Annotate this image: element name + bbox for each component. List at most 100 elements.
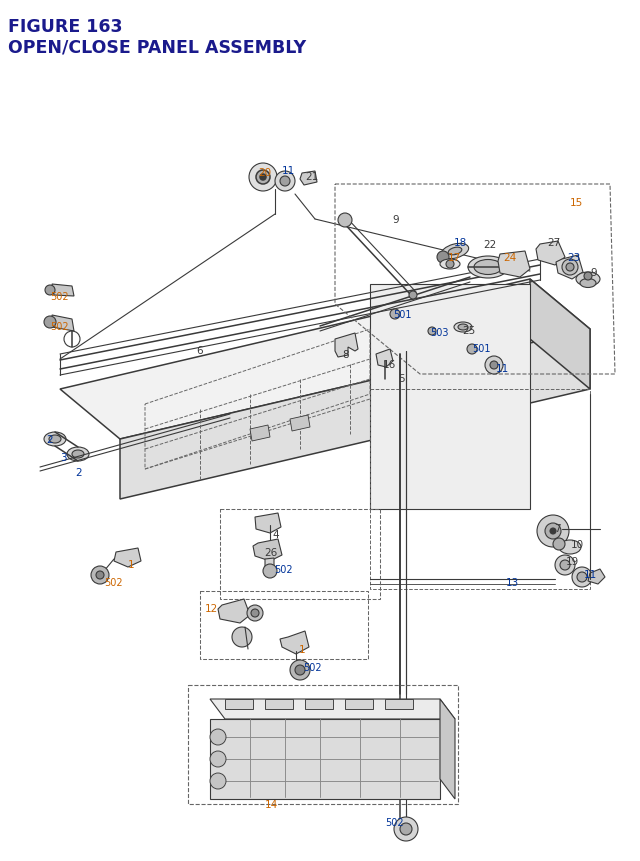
Circle shape	[490, 362, 498, 369]
Circle shape	[251, 610, 259, 617]
Polygon shape	[60, 280, 590, 439]
Ellipse shape	[440, 260, 460, 269]
Text: 17: 17	[448, 253, 461, 263]
Polygon shape	[370, 285, 530, 510]
Circle shape	[446, 261, 454, 269]
Polygon shape	[530, 280, 590, 389]
Polygon shape	[52, 316, 74, 331]
Polygon shape	[210, 719, 440, 799]
Ellipse shape	[442, 244, 468, 259]
Polygon shape	[255, 513, 281, 533]
Polygon shape	[376, 350, 393, 368]
Polygon shape	[588, 569, 605, 585]
Ellipse shape	[448, 248, 462, 256]
Circle shape	[560, 561, 570, 570]
Text: 4: 4	[272, 530, 278, 539]
Text: 18: 18	[454, 238, 467, 248]
Text: 10: 10	[571, 539, 584, 549]
Text: 14: 14	[265, 799, 278, 809]
Polygon shape	[345, 699, 373, 709]
Text: 3: 3	[60, 453, 67, 462]
Text: 7: 7	[554, 523, 561, 533]
Ellipse shape	[67, 448, 89, 461]
Circle shape	[210, 729, 226, 745]
Circle shape	[210, 773, 226, 789]
Circle shape	[577, 573, 587, 582]
Text: 501: 501	[472, 344, 490, 354]
Circle shape	[295, 666, 305, 675]
Polygon shape	[536, 242, 565, 266]
Text: 501: 501	[393, 310, 412, 319]
Text: 27: 27	[547, 238, 560, 248]
Text: 25: 25	[462, 325, 476, 336]
Text: 503: 503	[430, 328, 449, 338]
Text: 11: 11	[496, 363, 509, 374]
Polygon shape	[120, 330, 590, 499]
Polygon shape	[253, 539, 282, 561]
Circle shape	[555, 555, 575, 575]
Ellipse shape	[49, 436, 61, 443]
Text: 502: 502	[385, 817, 404, 827]
Text: 9: 9	[392, 214, 399, 225]
Ellipse shape	[559, 541, 581, 554]
Circle shape	[338, 214, 352, 228]
Polygon shape	[556, 256, 583, 280]
Text: 15: 15	[570, 198, 583, 208]
Ellipse shape	[458, 325, 468, 331]
Ellipse shape	[44, 432, 66, 447]
Circle shape	[584, 273, 592, 281]
Text: 6: 6	[196, 345, 203, 356]
Text: 502: 502	[303, 662, 322, 672]
Text: 9: 9	[590, 268, 596, 278]
Circle shape	[290, 660, 310, 680]
Ellipse shape	[576, 273, 600, 287]
Text: 13: 13	[506, 578, 519, 587]
Circle shape	[260, 175, 266, 181]
Polygon shape	[280, 631, 309, 654]
Circle shape	[232, 628, 252, 647]
Text: 5: 5	[398, 374, 404, 383]
Circle shape	[390, 310, 400, 319]
Text: 11: 11	[584, 569, 597, 579]
Polygon shape	[440, 699, 455, 799]
Circle shape	[537, 516, 569, 548]
Circle shape	[280, 177, 290, 187]
Text: 23: 23	[567, 253, 580, 263]
Circle shape	[485, 356, 503, 375]
Polygon shape	[225, 699, 253, 709]
Text: 19: 19	[566, 556, 579, 567]
Text: FIGURE 163: FIGURE 163	[8, 18, 122, 36]
Circle shape	[467, 344, 477, 355]
Polygon shape	[385, 699, 413, 709]
Circle shape	[45, 286, 55, 295]
Polygon shape	[265, 558, 274, 573]
Text: 16: 16	[383, 360, 396, 369]
Ellipse shape	[454, 323, 472, 332]
Circle shape	[96, 572, 104, 579]
Text: 502: 502	[104, 578, 123, 587]
Circle shape	[249, 164, 277, 192]
Text: 2: 2	[46, 435, 52, 444]
Circle shape	[437, 251, 449, 263]
Circle shape	[256, 170, 270, 185]
Polygon shape	[265, 699, 293, 709]
Circle shape	[400, 823, 412, 835]
Text: 20: 20	[258, 168, 271, 177]
Circle shape	[428, 328, 436, 336]
Circle shape	[263, 564, 277, 579]
Text: 26: 26	[264, 548, 277, 557]
Text: 11: 11	[282, 166, 295, 176]
Text: OPEN/CLOSE PANEL ASSEMBLY: OPEN/CLOSE PANEL ASSEMBLY	[8, 38, 306, 56]
Polygon shape	[52, 285, 74, 297]
Ellipse shape	[72, 450, 84, 458]
Circle shape	[91, 567, 109, 585]
Text: 502: 502	[50, 322, 68, 331]
Polygon shape	[300, 172, 317, 186]
Text: 12: 12	[205, 604, 218, 613]
Text: 24: 24	[503, 253, 516, 263]
Ellipse shape	[580, 279, 596, 288]
Polygon shape	[210, 699, 455, 719]
Circle shape	[247, 605, 263, 622]
Text: 8: 8	[342, 350, 349, 360]
Circle shape	[572, 567, 592, 587]
